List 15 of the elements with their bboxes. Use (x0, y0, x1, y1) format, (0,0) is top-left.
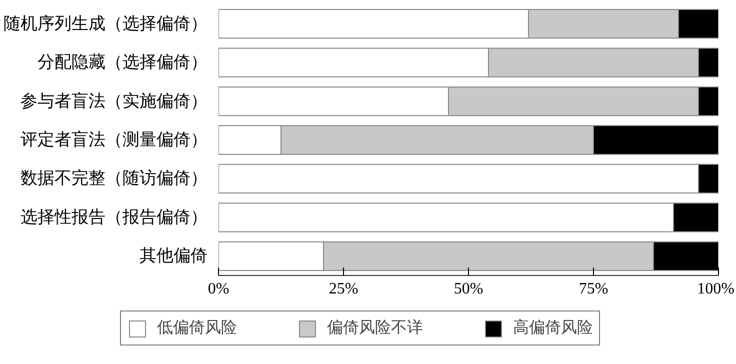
y-tick-label: 选择性报告（报告偏倚） (20, 207, 208, 228)
x-tick-label: 100% (697, 280, 734, 298)
y-tick-label: 数据不完整（随访偏倚） (20, 168, 208, 189)
x-tick-label: 25% (328, 280, 358, 298)
x-tick-label: 75% (578, 280, 608, 298)
y-tick-label: 随机序列生成（选择偏倚） (4, 14, 208, 34)
y-tick-label: 参与者盲法（实施偏倚） (20, 91, 208, 112)
y-tick-label: 其他偏倚 (140, 246, 208, 266)
legend-label: 偏倚风险不详 (327, 318, 423, 338)
x-tick-label: 50% (454, 280, 484, 298)
x-tick-label: 0% (208, 280, 230, 298)
legend-label: 低偏倚风险 (157, 318, 237, 338)
y-tick-label: 分配隐藏（选择偏倚） (38, 52, 208, 73)
y-tick-label: 评定者盲法（测量偏倚） (20, 130, 208, 150)
legend-label: 高偏倚风险 (513, 318, 593, 338)
